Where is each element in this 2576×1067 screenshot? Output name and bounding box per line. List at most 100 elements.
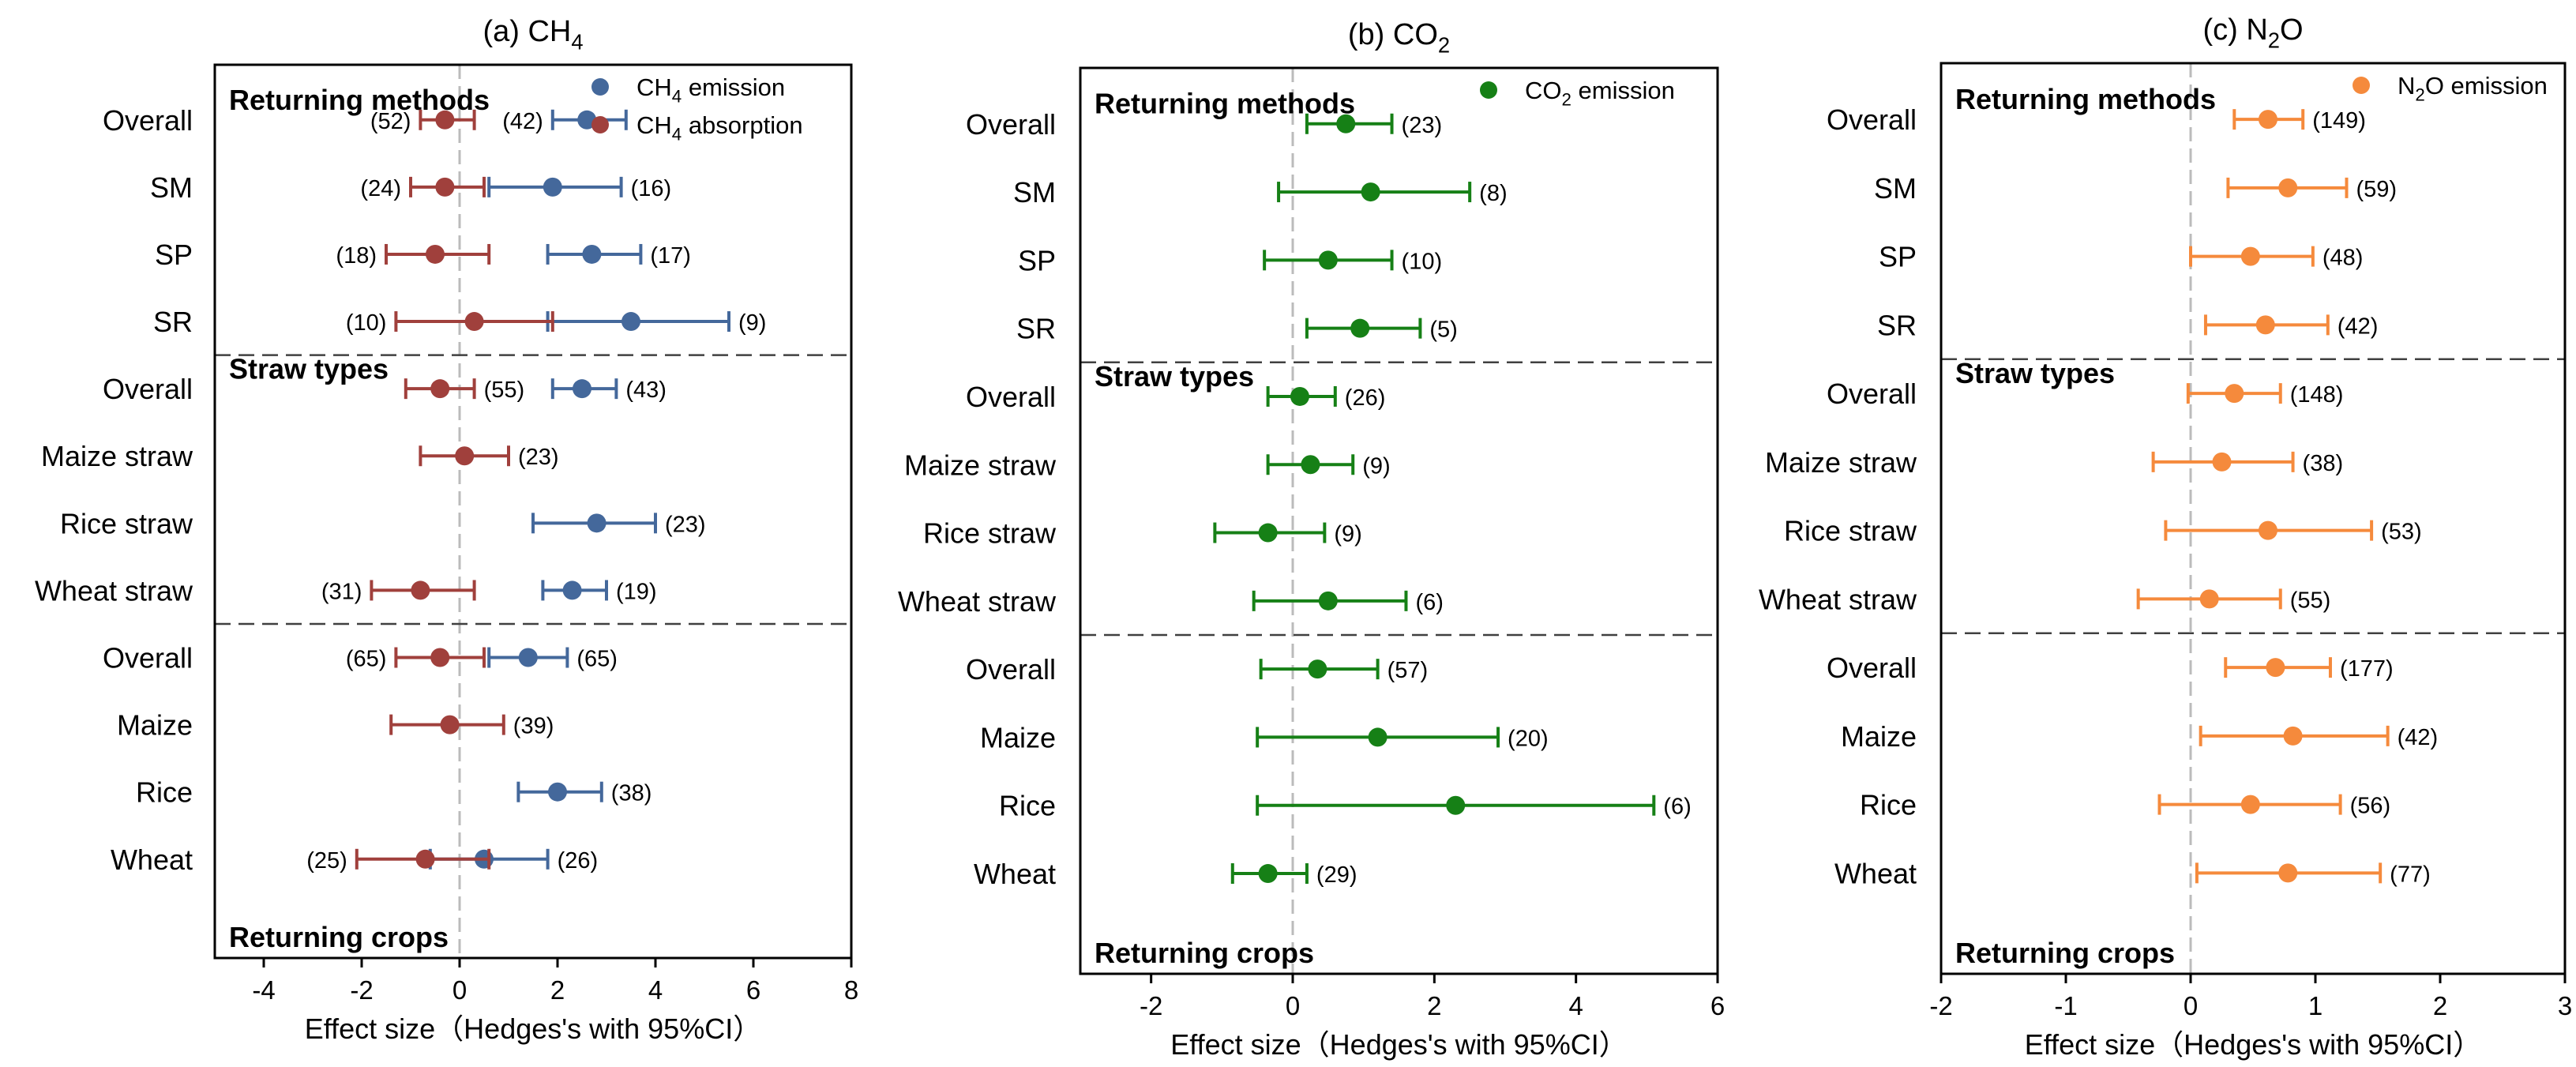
effect-point bbox=[548, 782, 567, 802]
sample-size-label: (48) bbox=[2323, 246, 2364, 271]
sample-size-label: (6) bbox=[1415, 590, 1443, 615]
effect-point bbox=[2240, 795, 2260, 814]
effect-point bbox=[1258, 864, 1278, 884]
sample-size-label: (23) bbox=[518, 445, 559, 470]
sample-size-label: (9) bbox=[1362, 453, 1390, 479]
effect-point bbox=[1350, 318, 1370, 338]
effect-point bbox=[440, 715, 460, 735]
sample-size-label: (6) bbox=[1663, 795, 1691, 820]
sample-size-label: (65) bbox=[576, 647, 618, 672]
sample-size-label: (23) bbox=[1402, 113, 1443, 138]
sample-size-label: (52) bbox=[370, 109, 411, 134]
chart-panels: (a) CH4 Returning methods Straw types Retur… bbox=[35, 13, 2572, 1061]
effect-point bbox=[621, 312, 640, 332]
x-tick-label: 2 bbox=[2433, 991, 2447, 1020]
sample-size-label: (31) bbox=[321, 579, 362, 604]
effect-point bbox=[415, 849, 435, 869]
row-label: Overall bbox=[1827, 378, 1917, 410]
row-label: Wheat straw bbox=[35, 574, 193, 607]
row-label: Rice straw bbox=[1784, 515, 1917, 547]
row-label: SM bbox=[1013, 176, 1056, 209]
row-label: Rice bbox=[136, 776, 193, 809]
x-tick-label: 4 bbox=[648, 975, 663, 1005]
sample-size-label: (65) bbox=[346, 647, 387, 672]
sample-size-label: (55) bbox=[2290, 588, 2331, 613]
sample-size-label: (5) bbox=[1429, 317, 1457, 343]
sample-size-label: (25) bbox=[306, 848, 347, 874]
effect-point bbox=[573, 379, 591, 399]
effect-point bbox=[587, 513, 606, 533]
effect-point bbox=[1290, 386, 1309, 406]
sample-size-label: (19) bbox=[616, 579, 657, 604]
effect-point bbox=[1446, 795, 1466, 815]
legend-label: CH4 emission bbox=[636, 73, 785, 107]
effect-point bbox=[1368, 727, 1388, 747]
plot-frame bbox=[213, 63, 853, 960]
legend-label: N2O emission bbox=[2398, 72, 2548, 105]
effect-point bbox=[2199, 589, 2219, 609]
sample-size-label: (16) bbox=[631, 176, 672, 201]
sample-size-label: (42) bbox=[502, 109, 543, 134]
plot-frame bbox=[1079, 66, 1719, 975]
sample-size-label: (43) bbox=[625, 378, 667, 403]
group-label: Returning methods bbox=[229, 84, 490, 116]
legend-marker bbox=[591, 116, 609, 133]
effect-point bbox=[430, 648, 450, 667]
group-label: Returning crops bbox=[229, 921, 449, 953]
row-label: Maize bbox=[117, 709, 193, 742]
panel-title: (c) N2O bbox=[2202, 13, 2303, 53]
x-tick-label: -2 bbox=[1140, 991, 1162, 1020]
effect-point bbox=[430, 379, 450, 399]
row-label: Rice bbox=[999, 790, 1056, 822]
sample-size-label: (24) bbox=[360, 176, 401, 201]
effect-point bbox=[455, 446, 475, 466]
legend-marker bbox=[591, 78, 609, 96]
effect-point bbox=[1318, 250, 1338, 270]
x-tick-label: 6 bbox=[746, 975, 760, 1005]
row-label: Maize bbox=[1841, 720, 1917, 753]
sample-size-label: (148) bbox=[2290, 382, 2344, 408]
row-label: Overall bbox=[966, 653, 1056, 686]
sample-size-label: (53) bbox=[2381, 520, 2422, 545]
legend-label: CH4 absorption bbox=[636, 111, 803, 145]
sample-size-label: (10) bbox=[1402, 249, 1443, 274]
row-label: Wheat bbox=[974, 858, 1056, 890]
effect-point bbox=[543, 177, 562, 197]
group-label: Straw types bbox=[1955, 357, 2115, 389]
effect-point bbox=[435, 110, 455, 130]
plot-frame bbox=[1940, 62, 2567, 975]
sample-size-label: (26) bbox=[558, 848, 599, 874]
row-label: Wheat bbox=[111, 843, 193, 876]
panel-c: (c) N2O Returning methods Straw types Retur… bbox=[1759, 13, 2572, 1061]
row-label: Maize bbox=[980, 721, 1056, 753]
effect-point bbox=[1258, 523, 1278, 543]
effect-point bbox=[435, 177, 455, 197]
x-tick-label: 2 bbox=[550, 975, 565, 1005]
sample-size-label: (29) bbox=[1316, 862, 1357, 888]
row-label: SR bbox=[153, 306, 193, 338]
row-label: SP bbox=[1879, 241, 1917, 273]
row-label: SP bbox=[155, 239, 193, 271]
group-label: Returning methods bbox=[1095, 88, 1355, 120]
x-axis-label: Effect size（Hedges's with 95%CI） bbox=[305, 1013, 761, 1045]
row-label: Overall bbox=[966, 108, 1056, 141]
effect-point bbox=[2278, 178, 2298, 197]
sample-size-label: (23) bbox=[665, 512, 706, 537]
x-tick-label: -2 bbox=[350, 975, 373, 1005]
row-label: Maize straw bbox=[41, 440, 193, 472]
legend-label: CO2 emission bbox=[1525, 77, 1675, 110]
x-tick-label: -4 bbox=[252, 975, 275, 1005]
group-label: Returning crops bbox=[1095, 937, 1314, 969]
effect-point bbox=[2258, 110, 2277, 130]
sample-size-label: (17) bbox=[650, 243, 691, 269]
group-label: Returning crops bbox=[1955, 937, 2175, 969]
sample-size-label: (18) bbox=[336, 243, 377, 269]
sample-size-label: (149) bbox=[2312, 108, 2366, 133]
effect-point bbox=[1336, 114, 1356, 133]
panel-a: (a) CH4 Returning methods Straw types Retur… bbox=[35, 15, 858, 1045]
row-label: Wheat straw bbox=[898, 585, 1057, 618]
effect-point bbox=[582, 244, 602, 264]
x-tick-label: 0 bbox=[1286, 991, 1300, 1020]
x-tick-label: 4 bbox=[1568, 991, 1583, 1020]
